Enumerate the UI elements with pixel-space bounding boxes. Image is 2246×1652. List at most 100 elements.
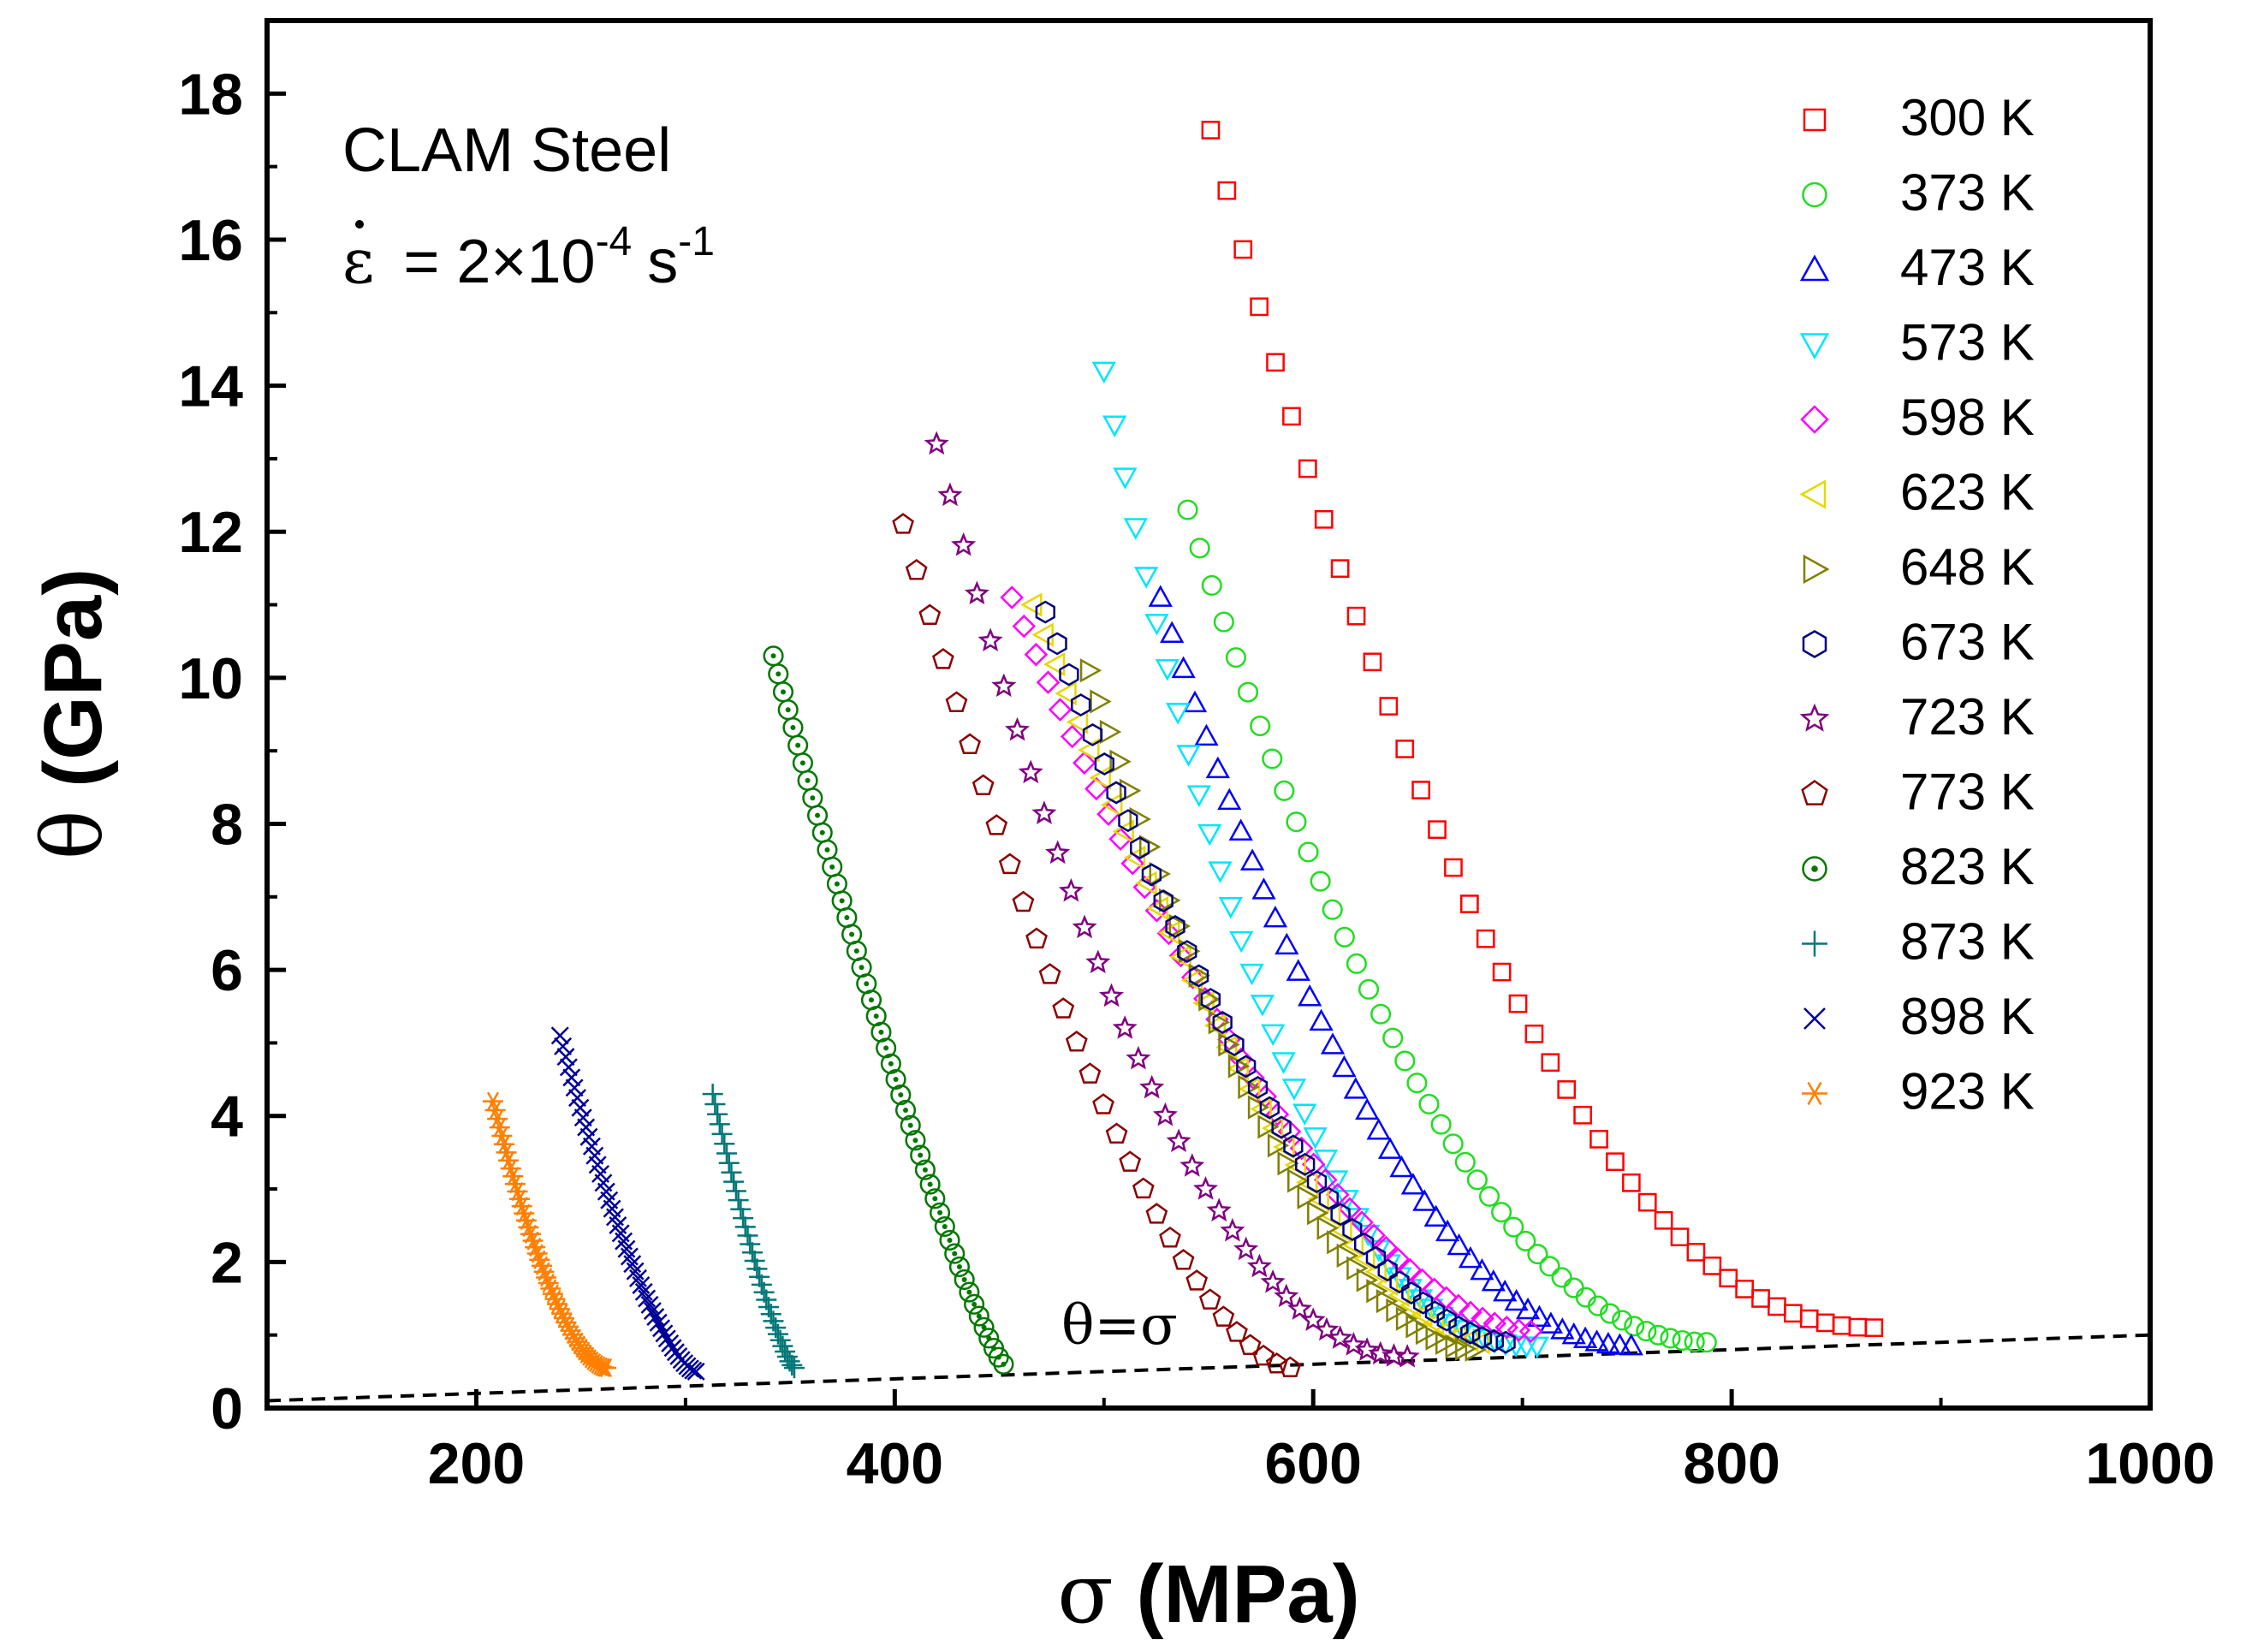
data-point <box>880 1053 901 1074</box>
data-point <box>1550 1317 1575 1340</box>
series-623k <box>1020 592 1490 1355</box>
data-point <box>1066 710 1089 734</box>
data-point-dot <box>976 1313 982 1319</box>
data-point <box>1217 787 1242 811</box>
data-point <box>1672 1330 1693 1352</box>
data-point <box>1012 890 1035 912</box>
data-point <box>1155 659 1179 681</box>
data-point <box>1340 1331 1366 1356</box>
series-923k <box>483 1091 616 1378</box>
data-point <box>993 1353 1014 1375</box>
data-point <box>914 1159 936 1180</box>
data-point <box>1368 1340 1393 1365</box>
data-point <box>772 1335 793 1357</box>
data-point <box>1251 877 1276 900</box>
data-point <box>1215 1035 1238 1060</box>
data-point <box>1152 1102 1178 1126</box>
data-point <box>959 733 981 755</box>
data-point <box>1444 858 1463 877</box>
series-473k <box>1148 585 1643 1356</box>
legend-marker <box>1799 254 1830 282</box>
data-point <box>1275 932 1299 955</box>
data-point <box>1422 1277 1447 1302</box>
data-point <box>1145 1203 1168 1224</box>
legend-marker <box>1801 779 1828 805</box>
data-point <box>1654 1210 1673 1230</box>
data-point <box>1225 647 1246 669</box>
legend-item: 898 K <box>1803 988 2035 1045</box>
data-point-dot <box>918 1152 924 1158</box>
data-point <box>1864 1318 1884 1338</box>
data-point <box>1179 1153 1205 1177</box>
data-point <box>1224 1033 1245 1057</box>
data-point <box>1071 693 1091 717</box>
data-point <box>1089 765 1111 790</box>
data-point <box>1442 1133 1464 1155</box>
data-point <box>978 1328 1000 1349</box>
data-point <box>1171 656 1196 679</box>
data-point <box>1783 1304 1803 1323</box>
data-point <box>657 1329 676 1348</box>
data-point <box>1551 1267 1572 1288</box>
data-point <box>900 1114 921 1136</box>
axes-ticks: 200 400 600 800 1000 0 2 4 6 8 10 12 14 16 18 <box>178 62 2214 1496</box>
data-point-dot <box>824 847 830 853</box>
data-point-dot <box>853 948 859 954</box>
data-point <box>1478 1186 1500 1207</box>
data-point <box>1379 697 1399 716</box>
legend-marker-dot <box>1811 865 1818 872</box>
data-point <box>1218 897 1243 919</box>
data-point <box>1091 361 1116 384</box>
data-point <box>1423 1204 1448 1227</box>
data-point <box>1481 1269 1506 1292</box>
data-point <box>1233 240 1253 259</box>
data-point <box>1637 1192 1657 1212</box>
data-point <box>1696 1332 1717 1353</box>
legend-label: 648 K <box>1900 538 2035 596</box>
data-point <box>1156 921 1181 946</box>
data-point <box>1055 680 1077 706</box>
data-point <box>707 1103 728 1125</box>
data-point <box>1048 698 1072 722</box>
data-point <box>1482 1311 1506 1335</box>
data-point <box>1203 1013 1227 1038</box>
data-point-dot <box>912 1138 918 1144</box>
data-point <box>1031 800 1057 824</box>
legend-marker <box>1802 856 1827 882</box>
data-point <box>959 1281 980 1303</box>
data-point <box>1060 724 1084 749</box>
data-point <box>1277 1151 1299 1176</box>
data-point <box>1261 1024 1286 1046</box>
data-point <box>1561 1322 1586 1345</box>
legend-item: 573 K <box>1799 314 2035 371</box>
data-point <box>919 1174 941 1195</box>
data-point <box>1412 1291 1434 1315</box>
reference-line <box>266 1333 2151 1403</box>
data-point <box>1686 1243 1706 1262</box>
data-point <box>1527 1244 1548 1265</box>
data-point <box>1428 820 1447 840</box>
data-point <box>1120 851 1144 876</box>
data-point <box>1660 1328 1681 1349</box>
legend-item: 723 K <box>1799 688 2035 746</box>
data-point <box>1018 759 1043 784</box>
data-point <box>905 558 928 580</box>
data-point <box>1208 1010 1231 1035</box>
data-point <box>1036 670 1061 694</box>
data-point <box>1363 652 1382 672</box>
data-point <box>1282 407 1301 426</box>
legend-marker <box>1799 703 1830 732</box>
data-point <box>1358 978 1380 1000</box>
data-point <box>977 627 1003 652</box>
data-point <box>1298 841 1319 863</box>
data-point <box>1177 940 1197 964</box>
data-point <box>1206 1197 1232 1222</box>
data-point <box>1025 927 1048 949</box>
data-point <box>596 1358 616 1378</box>
data-point <box>1099 719 1122 745</box>
data-point-dot <box>971 1301 977 1307</box>
data-point-dot <box>952 1251 958 1257</box>
data-point <box>1595 1331 1621 1354</box>
data-point-dot <box>829 864 835 870</box>
data-point <box>1237 681 1259 703</box>
